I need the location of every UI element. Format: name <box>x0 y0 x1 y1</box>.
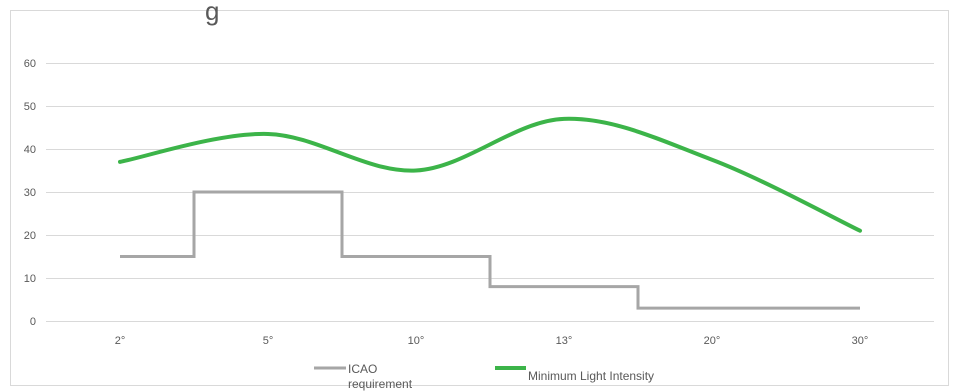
x-tick-label: 10° <box>408 335 425 347</box>
chart-border <box>10 10 949 386</box>
x-tick-label: 30° <box>852 335 869 347</box>
x-tick-label: 2° <box>115 335 126 347</box>
y-axis-tick-labels: 0 10 20 30 40 50 60 <box>24 58 36 328</box>
x-tick-label: 20° <box>704 335 721 347</box>
x-tick-label: 5° <box>263 335 274 347</box>
y-tick-label: 30 <box>24 187 36 199</box>
legend: ICAO requirement Minimum Light Intensity <box>314 362 654 391</box>
series-line-minimum-light-intensity <box>118 116 862 233</box>
y-tick-label: 20 <box>24 230 36 242</box>
y-tick-label: 10 <box>24 273 36 285</box>
x-tick-label: 13° <box>556 335 573 347</box>
chart-title: g <box>205 0 219 26</box>
series-lines <box>118 116 862 310</box>
y-tick-label: 40 <box>24 144 36 156</box>
x-axis-tick-labels: 2° 5° 10° 13° 20° 30° <box>115 335 869 347</box>
y-tick-label: 0 <box>30 316 36 328</box>
legend-label-icao-requirement: ICAO requirement <box>348 362 413 391</box>
legend-label-minimum-light-intensity: Minimum Light Intensity <box>528 369 654 383</box>
y-tick-label: 60 <box>24 58 36 70</box>
y-tick-label: 50 <box>24 101 36 113</box>
series-line-icao-requirement <box>120 190 860 310</box>
